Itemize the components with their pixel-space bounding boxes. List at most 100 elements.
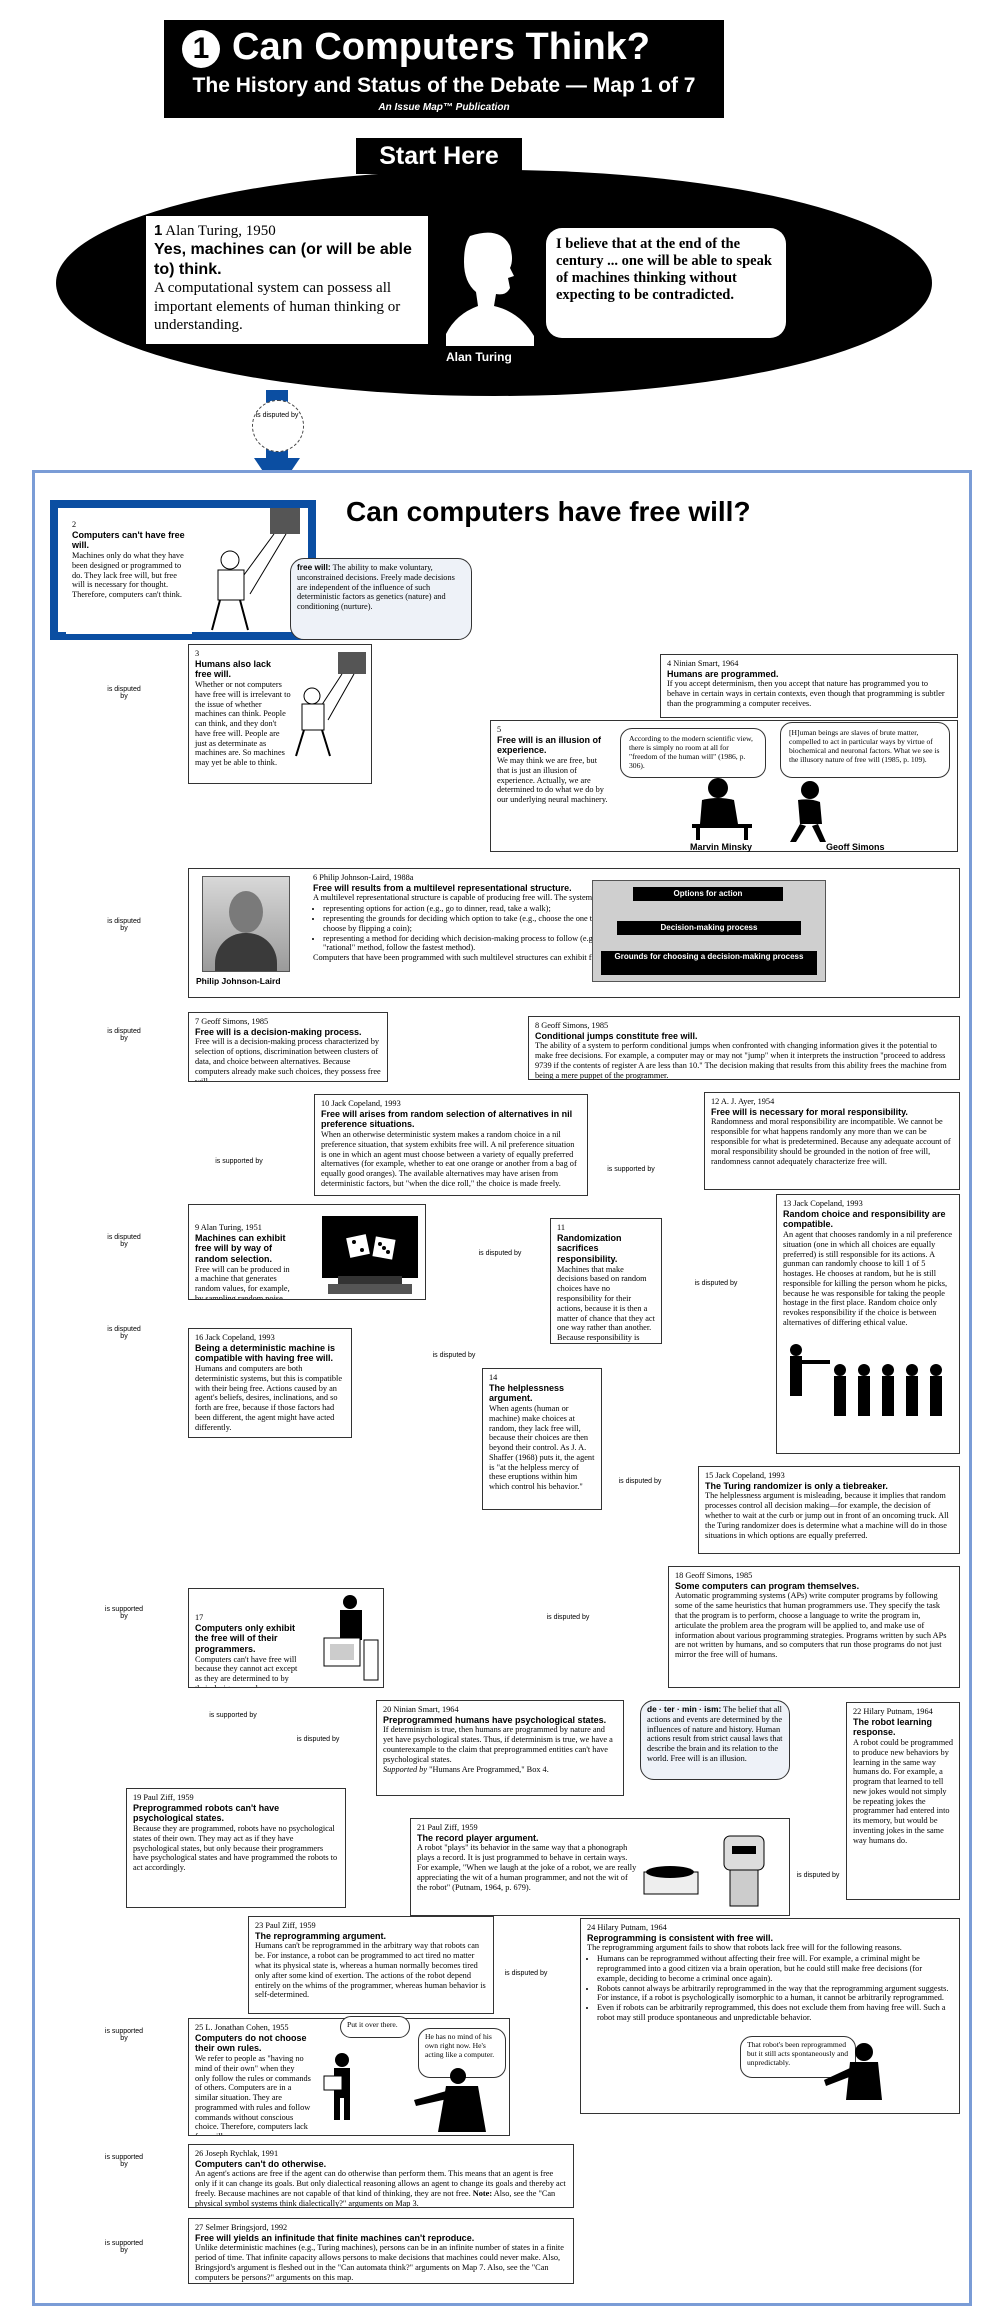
claim-27-headline: Free will yields an infinitude that fini… (195, 2232, 475, 2243)
claim-6-box: 6 Philip Johnson-Laird, 1988a Free will … (188, 868, 960, 998)
map-subtitle: The History and Status of the Debate — M… (192, 74, 696, 97)
claim-19-author: Paul Ziff, 1959 (143, 1793, 194, 1802)
simons-caption: Geoff Simons (826, 842, 885, 852)
minsky-silhouette (692, 778, 752, 840)
claim-21-number: 21 (417, 1823, 426, 1832)
claim-12-headline: Free will is necessary for moral respons… (711, 1106, 908, 1117)
claim-6-item: representing options for action (e.g., g… (323, 904, 673, 914)
claim-4-body: If you accept determinism, then you acce… (667, 679, 945, 708)
claim-17-headline: Computers only exhibit the free will of … (195, 1622, 296, 1654)
determinism-term: de · ter · min · ism: (647, 1704, 722, 1714)
relation-2-17: is supported by (104, 1606, 144, 1621)
claim-7-box: 7 Geoff Simons, 1985 Free will is a deci… (188, 1012, 388, 1082)
relation-21-22: is disputed by (796, 1872, 840, 1879)
claim-24-item: Robots cannot always be arbitrarily repr… (597, 1984, 953, 2004)
claim-22-box: 22 Hilary Putnam, 1964 The robot learnin… (846, 1702, 960, 1900)
claim-26-note-label: Note: (472, 2188, 493, 2198)
claim-22-number: 22 (853, 1707, 862, 1716)
claim-6-number: 6 (313, 873, 318, 882)
claim-13-author: Jack Copeland, 1993 (793, 1199, 863, 1208)
claim-7-author: Geoff Simons, 1985 (201, 1017, 269, 1026)
relation-11-13: is disputed by (694, 1280, 738, 1287)
claim-17-body: Computers can't have free will because t… (195, 1654, 298, 1687)
claim-22-author: Hilary Putnam, 1964 (863, 1707, 933, 1716)
claim-23-headline: The reprogramming argument. (255, 1930, 387, 1941)
relation-17-19: is supported by (209, 1712, 257, 1719)
claim-8-headline: Conditional jumps constitute free will. (535, 1030, 698, 1041)
claim-25-body: We refer to people as "having no mind of… (195, 2054, 311, 2135)
relation-19-20: is disputed by (296, 1736, 340, 1743)
claim-20-body: If determinism is true, then humans are … (383, 1725, 613, 1764)
claim-18-number: 18 (675, 1571, 684, 1580)
claim-1-box: 1 Alan Turing, 1950 Yes, machines can (o… (146, 216, 428, 344)
claim-9-number: 9 (195, 1223, 200, 1232)
level-options: Options for action (633, 887, 783, 901)
claim-12-number: 12 (711, 1097, 720, 1106)
claim-14-headline: The helplessness argument. (489, 1382, 565, 1404)
claim-25-number: 25 (195, 2023, 204, 2032)
claim-25-quote-a-text: Put it over there. (347, 2020, 398, 2029)
claim-15-box: 15 Jack Copeland, 1993 The Turing random… (698, 1466, 960, 1554)
claim-2-headline: Computers can't have free will. (72, 529, 185, 551)
levels-diagram: Options for action Decision-making proce… (592, 880, 826, 982)
claim-20-author: Ninian Smart, 1964 (393, 1705, 459, 1714)
claim-15-body: The helplessness argument is misleading,… (705, 1491, 949, 1540)
claim-15-author: Jack Copeland, 1993 (715, 1471, 785, 1480)
claim-25-quote-a: Put it over there. (340, 2016, 410, 2038)
minsky-quote-text: According to the modern scientific view,… (629, 734, 753, 771)
determinism-text: The belief that all actions and events a… (647, 1705, 783, 1763)
claim-22-headline: The robot learning response. (853, 1716, 933, 1738)
claim-9-body: Free will can be produced in a machine t… (195, 1264, 290, 1300)
simons-silhouette (790, 781, 826, 842)
claim-19-number: 19 (133, 1793, 142, 1802)
claim-2-box: 2 Computers can't have free will. Machin… (66, 516, 192, 634)
claim-6-author: Philip Johnson-Laird, 1988a (319, 873, 414, 882)
relation-2-25: is supported by (104, 2028, 144, 2043)
puppet-illustration-2 (295, 652, 366, 757)
relation-19-21: is supported by (357, 1874, 405, 1881)
claim-13-body: An agent that chooses randomly in a nil … (783, 1230, 953, 1328)
minsky-caption: Marvin Minsky (690, 842, 753, 852)
claim-3-body: Whether or not computers have free will … (195, 680, 291, 768)
claim-24-author: Hilary Putnam, 1964 (597, 1923, 667, 1932)
relation-23-24: is disputed by (504, 1970, 548, 1977)
claim-23-box: 23 Paul Ziff, 1959 The reprogramming arg… (248, 1916, 494, 2014)
claim-1-headline: Yes, machines can (or will be able to) t… (154, 241, 412, 278)
claim-5-number: 5 (497, 725, 502, 734)
header-banner: 1 Can Computers Think? The History and S… (164, 20, 724, 118)
claim-4-box: 4 Ninian Smart, 1964 Humans are programm… (660, 654, 958, 718)
claim-6-item: representing a method for deciding which… (323, 934, 673, 954)
claim-24-item: Even if robots can be arbitrarily reprog… (597, 2003, 953, 2023)
claim-8-body: The ability of a system to perform condi… (535, 1041, 947, 1080)
claim-26-author: Joseph Rychlak, 1991 (205, 2149, 279, 2158)
claim-4-headline: Humans are programmed. (667, 668, 779, 679)
claim-16-box: 16 Jack Copeland, 1993 Being a determini… (188, 1328, 352, 1438)
claim-5-headline: Free will is an illusion of experience. (497, 734, 602, 756)
claim-23-number: 23 (255, 1921, 264, 1930)
claim-26-body: An agent's actions are free if the agent… (195, 2169, 566, 2198)
relation-14-15: is disputed by (618, 1478, 662, 1485)
claim-10-box: 10 Jack Copeland, 1993 Free will arises … (314, 1094, 588, 1196)
claim-19-headline: Preprogrammed robots can't have psycholo… (133, 1802, 280, 1824)
claim-26-box: 26 Joseph Rychlak, 1991 Computers can't … (188, 2144, 574, 2208)
claim-12-body: Randomness and moral responsibility are … (711, 1117, 951, 1166)
claim-14-number: 14 (489, 1373, 498, 1382)
johnson-laird-caption: Philip Johnson-Laird (196, 976, 281, 986)
claim-2-body: Machines only do what they have been des… (72, 551, 184, 600)
relation-2-7: is disputed by (107, 1028, 141, 1043)
claim-11-headline: Randomization sacrifices responsibility. (557, 1232, 622, 1264)
puppet-illustration (211, 508, 300, 631)
claim-24-intro: The reprogramming argument fails to show… (587, 1943, 902, 1953)
record-player-illustration (643, 1835, 765, 1907)
claim-7-headline: Free will is a decision-making process. (195, 1026, 362, 1037)
claim-10-headline: Free will arises from random selection o… (321, 1108, 573, 1130)
claim-19-box: 19 Paul Ziff, 1959 Preprogrammed robots … (126, 1788, 346, 1908)
determinism-definition: de · ter · min · ism: The belief that al… (640, 1700, 790, 1780)
relation-17-18: is disputed by (546, 1614, 590, 1621)
claim-1-author: Alan Turing, 1950 (165, 223, 276, 239)
claim-7-number: 7 (195, 1017, 200, 1026)
free-will-term: free will: (297, 562, 331, 572)
obedient-figure-illustration (323, 2053, 486, 2132)
claim-14-body: When agents (human or machine) make choi… (489, 1404, 595, 1492)
claim-20-ref: "Humans Are Programmed," Box 4. (429, 1764, 549, 1774)
